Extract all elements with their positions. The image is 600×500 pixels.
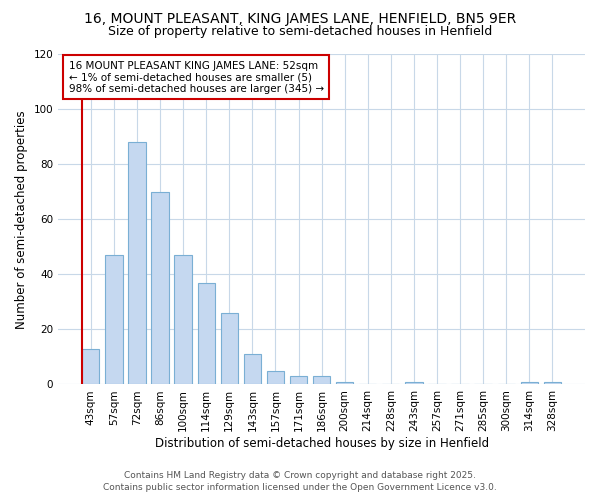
Bar (197, 282, 215, 384)
Y-axis label: Number of semi-detached properties: Number of semi-detached properties (15, 110, 28, 328)
Bar (290, 376, 307, 384)
Text: 16 MOUNT PLEASANT KING JAMES LANE: 52sqm
← 1% of semi-detached houses are smalle: 16 MOUNT PLEASANT KING JAMES LANE: 52sqm… (69, 60, 324, 94)
Bar (267, 370, 284, 384)
Text: Size of property relative to semi-detached houses in Henfield: Size of property relative to semi-detach… (108, 25, 492, 38)
Bar (405, 382, 422, 384)
Text: Contains HM Land Registry data © Crown copyright and database right 2025.
Contai: Contains HM Land Registry data © Crown c… (103, 471, 497, 492)
Bar (128, 142, 146, 384)
Bar (82, 348, 100, 384)
Text: 16, MOUNT PLEASANT, KING JAMES LANE, HENFIELD, BN5 9ER: 16, MOUNT PLEASANT, KING JAMES LANE, HEN… (84, 12, 516, 26)
Bar (521, 382, 538, 384)
Bar (244, 354, 261, 384)
Bar (175, 255, 192, 384)
Bar (313, 376, 330, 384)
X-axis label: Distribution of semi-detached houses by size in Henfield: Distribution of semi-detached houses by … (155, 437, 488, 450)
Bar (221, 313, 238, 384)
Bar (336, 382, 353, 384)
Bar (105, 255, 122, 384)
Bar (151, 192, 169, 384)
Bar (544, 382, 561, 384)
